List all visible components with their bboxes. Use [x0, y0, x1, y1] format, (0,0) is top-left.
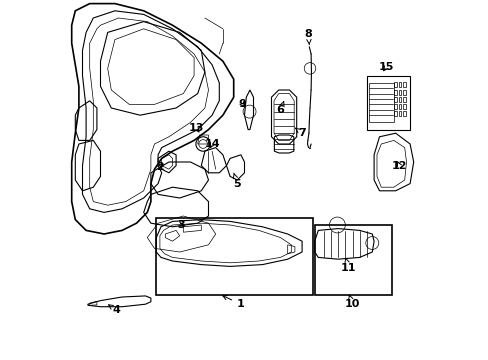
Text: 3: 3	[177, 220, 185, 230]
Text: 11: 11	[341, 258, 356, 273]
Text: 2: 2	[156, 162, 163, 172]
Text: 9: 9	[238, 99, 246, 109]
Text: 5: 5	[233, 173, 241, 189]
Text: 14: 14	[204, 139, 220, 149]
Text: 6: 6	[276, 102, 284, 115]
Text: 12: 12	[391, 161, 406, 171]
Bar	[156, 218, 312, 295]
Text: 7: 7	[295, 128, 305, 138]
Text: 8: 8	[304, 29, 312, 45]
Text: 1: 1	[223, 296, 244, 309]
Bar	[314, 225, 391, 295]
Text: 13: 13	[188, 123, 203, 133]
Text: 10: 10	[344, 295, 360, 309]
Text: 15: 15	[378, 62, 394, 72]
Text: 4: 4	[108, 305, 121, 315]
